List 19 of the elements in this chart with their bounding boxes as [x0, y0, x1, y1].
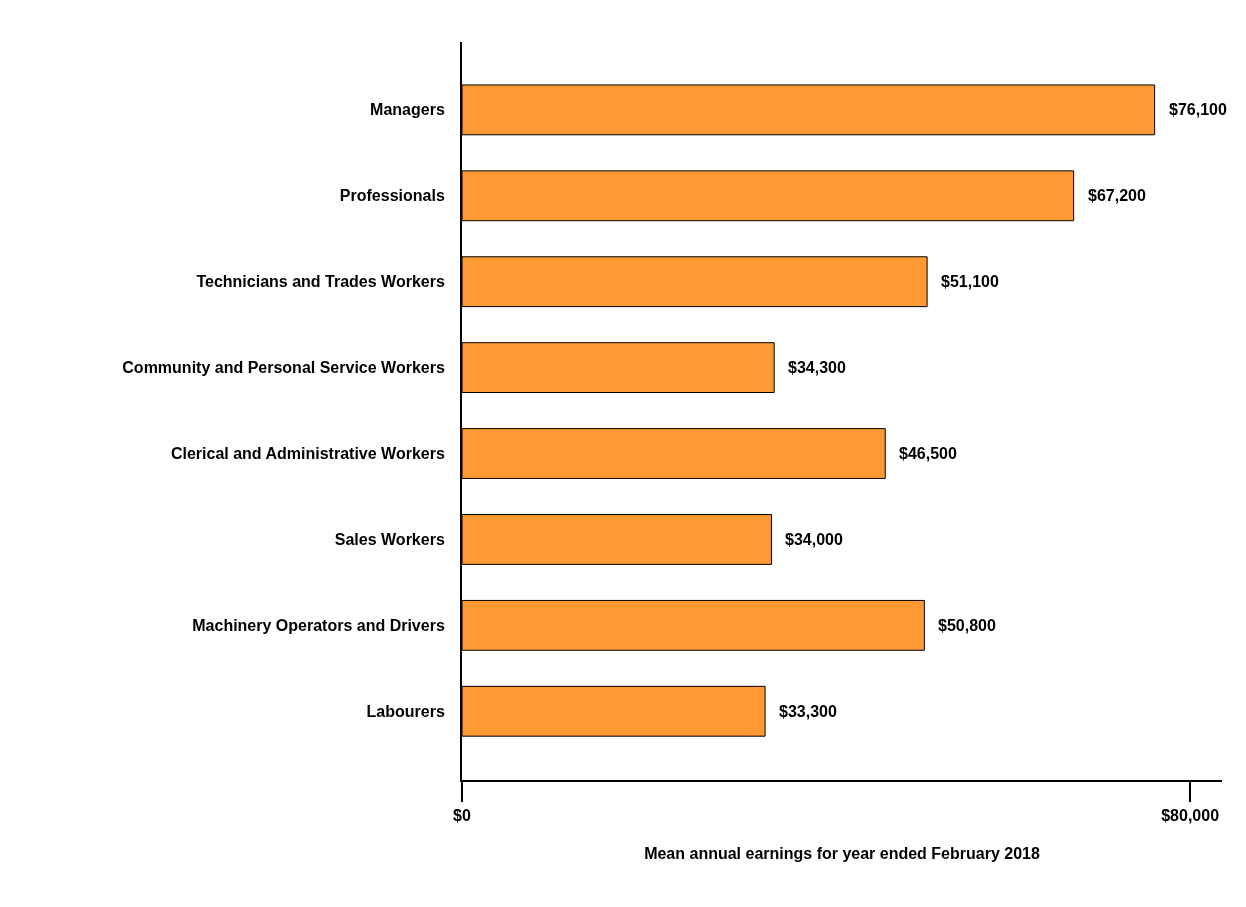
data-label: $51,100 [941, 273, 999, 290]
y-tick-label: Labourers [366, 702, 445, 720]
y-tick-label: Sales Workers [334, 531, 445, 549]
data-label: $46,500 [899, 445, 957, 462]
y-tick-label: Technicians and Trades Workers [196, 273, 445, 291]
y-tick-label: Community and Personal Service Workers [122, 359, 445, 377]
x-tick-label: $0 [453, 807, 471, 825]
data-label: $50,800 [938, 617, 996, 634]
y-tick-label: Professionals [339, 187, 445, 205]
y-tick-label: Managers [370, 101, 445, 119]
x-axis-title: Mean annual earnings for year ended February 2018 [644, 845, 1040, 863]
y-tick-label: Machinery Operators and Drivers [192, 616, 445, 634]
data-label: $34,300 [788, 359, 846, 376]
data-label: $34,000 [785, 531, 843, 548]
data-label: $76,100 [1169, 101, 1227, 118]
data-label: $67,200 [1088, 187, 1146, 204]
x-tick-label: $80,000 [1161, 807, 1220, 825]
y-tick-label: Clerical and Administrative Workers [170, 445, 445, 463]
data-label: $33,300 [779, 703, 837, 720]
